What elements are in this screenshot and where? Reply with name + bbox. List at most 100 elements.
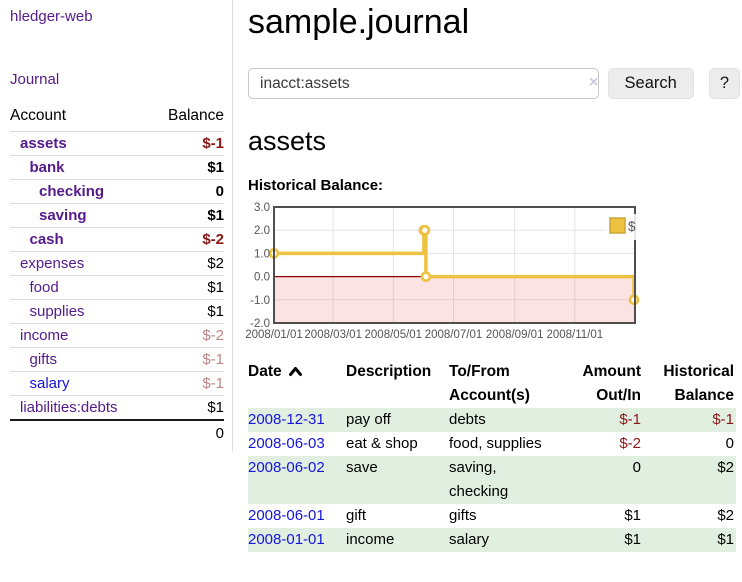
account-row: liabilities:debts $1 bbox=[10, 395, 224, 421]
search-button[interactable]: Search bbox=[607, 68, 694, 100]
transaction-date-link[interactable]: 2008-12-31 bbox=[248, 410, 325, 428]
svg-text:-2.0: -2.0 bbox=[250, 318, 270, 330]
account-balance: $1 bbox=[207, 279, 224, 296]
transaction-balance: $-1 bbox=[712, 410, 734, 428]
account-link[interactable]: checking bbox=[39, 183, 105, 200]
svg-text:2008/11/01: 2008/11/01 bbox=[546, 329, 603, 341]
account-row: gifts $-1 bbox=[10, 347, 224, 372]
register-table: Date Description To/From Account(s) Amou… bbox=[248, 360, 736, 552]
transaction-description: eat & shop bbox=[346, 434, 418, 452]
transaction-description: save bbox=[346, 458, 378, 476]
sidebar: hledger-web Journal Account Balance asse… bbox=[0, 0, 233, 452]
account-balance: $1 bbox=[207, 159, 224, 176]
transaction-row: 2008-12-31 pay off debts $-1 $-1 bbox=[248, 407, 736, 432]
account-link[interactable]: bank bbox=[29, 159, 65, 176]
svg-text:3.0: 3.0 bbox=[254, 202, 270, 214]
account-balance: $-1 bbox=[202, 135, 224, 152]
account-link[interactable]: gifts bbox=[29, 351, 58, 368]
svg-text:0.0: 0.0 bbox=[254, 271, 270, 283]
brand-link[interactable]: hledger-web bbox=[10, 8, 93, 25]
transaction-balance: $1 bbox=[717, 530, 734, 548]
svg-text:2008/03/01: 2008/03/01 bbox=[304, 329, 362, 341]
transaction-row: 2008-01-01 income salary $1 $1 bbox=[248, 527, 736, 552]
accounts-col-balance: Balance bbox=[150, 103, 224, 132]
account-link[interactable]: liabilities:debts bbox=[20, 399, 118, 416]
transaction-balance: $2 bbox=[717, 458, 734, 476]
transaction-description: pay off bbox=[346, 410, 391, 428]
account-balance: $1 bbox=[207, 399, 224, 416]
transaction-date-link[interactable]: 2008-01-01 bbox=[248, 530, 325, 548]
col-accounts: To/From Account(s) bbox=[449, 362, 530, 404]
svg-text:1.0: 1.0 bbox=[254, 248, 270, 260]
account-balance: $-2 bbox=[202, 327, 224, 344]
historical-balance-chart[interactable]: $3.0 2.0 1.0 0.0 -1.0 -2.0 2008/01/01 2008/03/0… bbox=[245, 201, 740, 346]
account-link[interactable]: cash bbox=[29, 231, 64, 248]
svg-text:2.0: 2.0 bbox=[254, 225, 270, 237]
svg-text:$: $ bbox=[628, 219, 636, 234]
account-link[interactable]: assets bbox=[20, 135, 67, 152]
transaction-amount: $1 bbox=[624, 530, 641, 548]
account-balance: $1 bbox=[207, 207, 224, 224]
transaction-amount: $-1 bbox=[619, 410, 641, 428]
transaction-row: 2008-06-01 gift gifts $1 $2 bbox=[248, 504, 736, 528]
transaction-row: 2008-06-03 eat & shop food, supplies $-2 0 bbox=[248, 432, 736, 456]
account-balance: $-2 bbox=[202, 231, 224, 248]
account-row: supplies $1 bbox=[10, 299, 224, 324]
svg-text:-1.0: -1.0 bbox=[250, 295, 270, 307]
svg-text:2008/09/01: 2008/09/01 bbox=[486, 329, 544, 341]
accounts-col-account: Account bbox=[10, 103, 151, 132]
account-link[interactable]: supplies bbox=[29, 303, 85, 320]
transaction-date-link[interactable]: 2008-06-03 bbox=[248, 434, 325, 452]
sidebar-item-journal[interactable]: Journal bbox=[10, 71, 60, 88]
account-row: expenses $2 bbox=[10, 251, 224, 276]
transaction-amount: 0 bbox=[632, 458, 641, 476]
search-input[interactable] bbox=[248, 68, 599, 100]
account-link[interactable]: expenses bbox=[20, 255, 85, 272]
transaction-description: gift bbox=[346, 506, 367, 524]
account-row: salary $-1 bbox=[10, 371, 224, 396]
transaction-accounts: food, supplies bbox=[449, 434, 542, 452]
page-title: sample.journal bbox=[248, 3, 470, 41]
transaction-row: 2008-06-02 save saving, checking 0 $2 bbox=[248, 455, 736, 504]
svg-text:2008/07/01: 2008/07/01 bbox=[425, 329, 483, 341]
transaction-accounts: saving, checking bbox=[449, 458, 509, 500]
col-balance: Historical Balance bbox=[663, 362, 734, 404]
transaction-amount: $1 bbox=[624, 506, 641, 524]
chart-heading: Historical Balance: bbox=[248, 176, 384, 194]
transaction-balance: 0 bbox=[725, 434, 734, 452]
account-row: income $-2 bbox=[10, 323, 224, 348]
transaction-amount: $-2 bbox=[619, 434, 641, 452]
svg-text:2008/01/01: 2008/01/01 bbox=[245, 329, 303, 341]
account-balance: $1 bbox=[207, 303, 224, 320]
accounts-total-row: 0 bbox=[10, 419, 224, 446]
account-row: cash $-2 bbox=[10, 227, 224, 252]
col-amount: Amount Out/In bbox=[582, 362, 641, 404]
transaction-balance: $2 bbox=[717, 506, 734, 524]
account-row: saving $1 bbox=[10, 203, 224, 228]
account-row: checking 0 bbox=[10, 179, 224, 204]
account-link[interactable]: salary bbox=[29, 375, 70, 392]
transaction-date-link[interactable]: 2008-06-02 bbox=[248, 458, 325, 476]
account-balance: 0 bbox=[215, 183, 224, 200]
transaction-accounts: gifts bbox=[449, 506, 477, 524]
account-link[interactable]: food bbox=[29, 279, 59, 296]
main-content: sample.journal × Search ? assets Histori… bbox=[245, 0, 740, 552]
col-date[interactable]: Date bbox=[248, 360, 346, 408]
account-heading: assets bbox=[248, 126, 327, 157]
account-link[interactable]: saving bbox=[39, 207, 87, 224]
accounts-total-spacer bbox=[10, 419, 151, 446]
account-balance: $-1 bbox=[202, 375, 224, 392]
account-link[interactable]: income bbox=[20, 327, 69, 344]
transaction-date-link[interactable]: 2008-06-01 bbox=[248, 506, 325, 524]
accounts-total-value: 0 bbox=[150, 419, 224, 446]
sort-asc-icon bbox=[288, 361, 303, 385]
transaction-description: income bbox=[346, 530, 395, 548]
transaction-accounts: debts bbox=[449, 410, 486, 428]
account-row: food $1 bbox=[10, 275, 224, 300]
search-form: × Search ? bbox=[248, 68, 740, 100]
account-balance: $2 bbox=[207, 255, 224, 272]
help-button[interactable]: ? bbox=[708, 68, 740, 100]
clear-search-icon[interactable]: × bbox=[589, 74, 599, 92]
svg-text:2008/05/01: 2008/05/01 bbox=[365, 329, 423, 341]
